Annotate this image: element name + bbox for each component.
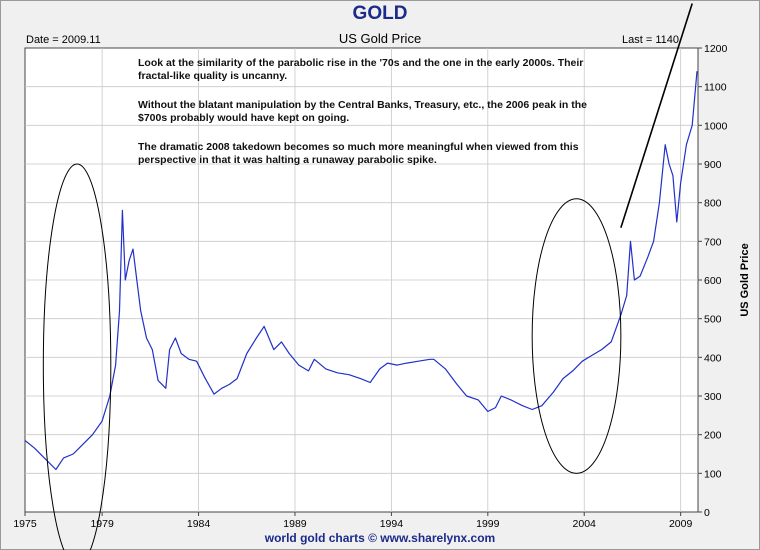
y-tick-label: 900	[704, 159, 722, 171]
note-paragraph-3: The dramatic 2008 takedown becomes so mu…	[138, 141, 579, 167]
date-label: Date = 2009.11	[26, 34, 101, 46]
gold-price-line	[25, 71, 698, 471]
x-tick-label: 1989	[283, 518, 307, 530]
chart-title: GOLD	[352, 3, 408, 24]
note-2-highlight: 2006	[505, 99, 530, 111]
y-tick-label: 1100	[704, 82, 727, 94]
y-tick-label: 500	[704, 314, 722, 326]
y-tick-label: 1000	[704, 120, 728, 132]
annotation-ellipse	[42, 163, 112, 550]
note-paragraph-1: Look at the similarity of the parabolic …	[138, 57, 584, 83]
y-tick-label: 700	[704, 236, 722, 248]
x-tick-label: 1994	[380, 518, 404, 530]
chart-footer: world gold charts © www.sharelynx.com	[264, 531, 496, 545]
x-tick-label: 2004	[573, 518, 597, 530]
y-tick-label: 300	[704, 391, 722, 403]
x-tick-label: 1975	[13, 518, 37, 530]
x-tick-label: 2009	[669, 518, 693, 530]
x-tick-label: 1979	[90, 518, 114, 530]
note-2-part-a: Without the blatant manipulation by the …	[138, 99, 506, 111]
y-tick-label: 600	[704, 275, 722, 287]
note-paragraph-2: Without the blatant manipulation by the …	[138, 99, 608, 125]
y-tick-label: 100	[704, 468, 722, 480]
y-tick-label: 200	[704, 430, 722, 442]
annotation-trend-line	[620, 3, 693, 229]
y-tick-label: 800	[704, 198, 722, 210]
annotation-ellipse	[531, 198, 622, 474]
chart-subtitle: US Gold Price	[338, 31, 422, 46]
last-value-label: Last = 1140	[622, 34, 679, 46]
y-tick-label: 0	[704, 507, 710, 519]
y-axis-label: US Gold Price	[739, 243, 751, 316]
note-2-part-b: peak in the $700s probably would have ke…	[138, 99, 587, 125]
y-tick-label: 1200	[704, 43, 728, 55]
x-tick-label: 1999	[476, 518, 500, 530]
y-tick-label: 400	[704, 352, 722, 364]
x-tick-label: 1984	[187, 518, 211, 530]
